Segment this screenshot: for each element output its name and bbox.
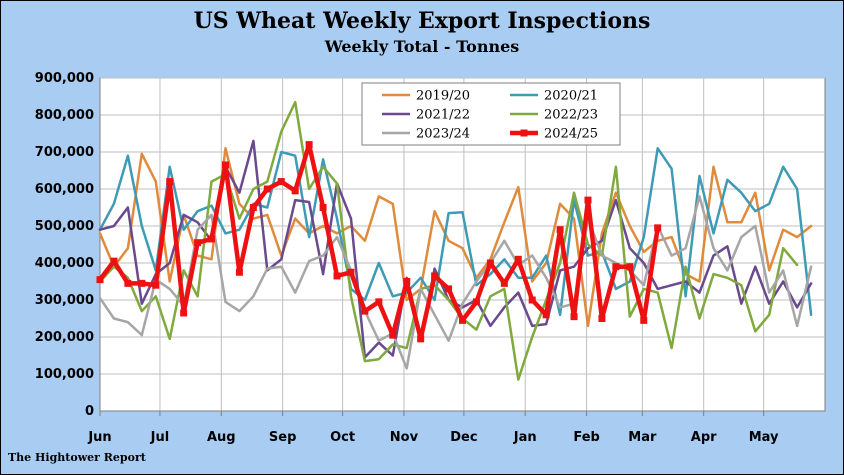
legend-label: 2021/22 bbox=[416, 108, 470, 123]
legend-label: 2020/21 bbox=[544, 89, 598, 104]
x-tick-label: Apr bbox=[691, 430, 717, 445]
data-point bbox=[640, 316, 648, 324]
legend-label: 2019/20 bbox=[416, 89, 470, 104]
data-point bbox=[375, 298, 383, 306]
data-point bbox=[570, 313, 578, 321]
x-tick-label: Oct bbox=[330, 430, 355, 445]
y-tick-label: 600,000 bbox=[35, 182, 94, 197]
data-point bbox=[626, 263, 634, 271]
y-tick-label: 0 bbox=[85, 404, 94, 419]
y-tick-label: 300,000 bbox=[35, 293, 94, 308]
x-tick-label: Jan bbox=[513, 430, 537, 445]
y-tick-label: 200,000 bbox=[35, 330, 94, 345]
y-tick-label: 900,000 bbox=[35, 71, 94, 86]
y-tick-label: 500,000 bbox=[35, 219, 94, 234]
chart-subtitle: Weekly Total - Tonnes bbox=[324, 37, 520, 56]
x-tick-label: Feb bbox=[573, 430, 599, 445]
data-point bbox=[528, 296, 536, 304]
data-point bbox=[180, 309, 188, 317]
y-tick-label: 100,000 bbox=[35, 367, 94, 382]
data-point bbox=[556, 226, 564, 234]
x-tick-label: Mar bbox=[628, 430, 657, 445]
x-tick-label: Jul bbox=[150, 430, 170, 445]
data-point bbox=[319, 204, 327, 211]
data-point bbox=[542, 311, 550, 319]
data-point bbox=[347, 268, 355, 276]
data-point bbox=[152, 281, 160, 289]
data-point bbox=[305, 141, 313, 149]
series-line bbox=[98, 195, 813, 370]
series-2022-23 bbox=[98, 100, 799, 381]
data-point bbox=[263, 185, 271, 193]
data-point bbox=[431, 272, 439, 280]
x-tick-label: Jun bbox=[87, 430, 111, 445]
data-point bbox=[584, 196, 592, 204]
series-line bbox=[98, 147, 813, 317]
series-2024-25 bbox=[96, 141, 662, 343]
data-point bbox=[124, 279, 132, 287]
series-2020-21 bbox=[98, 147, 813, 317]
x-tick-label: Aug bbox=[207, 430, 236, 445]
data-point bbox=[612, 263, 620, 271]
x-tick-label: Dec bbox=[450, 430, 477, 445]
data-point bbox=[291, 187, 299, 195]
series-line bbox=[98, 100, 799, 381]
chart-title: US Wheat Weekly Export Inspections bbox=[193, 8, 651, 34]
x-tick-label: Sep bbox=[269, 430, 297, 445]
data-point bbox=[277, 178, 285, 186]
x-tick-label: May bbox=[749, 430, 779, 445]
legend-marker bbox=[520, 129, 528, 137]
y-tick-label: 800,000 bbox=[35, 108, 94, 123]
data-point bbox=[654, 224, 662, 232]
series-2023-24 bbox=[98, 195, 813, 370]
data-point bbox=[417, 335, 425, 343]
legend-label: 2024/25 bbox=[544, 127, 598, 142]
data-point bbox=[221, 161, 229, 169]
y-tick-label: 700,000 bbox=[35, 145, 94, 160]
data-point bbox=[194, 239, 202, 247]
data-point bbox=[445, 285, 453, 293]
data-point bbox=[361, 307, 369, 315]
legend-label: 2022/23 bbox=[544, 108, 598, 123]
y-tick-label: 400,000 bbox=[35, 256, 94, 271]
data-point bbox=[500, 279, 508, 287]
data-point bbox=[389, 331, 397, 339]
data-point bbox=[486, 259, 494, 267]
data-point bbox=[403, 278, 411, 285]
data-point bbox=[235, 268, 243, 276]
data-point bbox=[96, 276, 104, 284]
x-tick-label: Nov bbox=[390, 430, 419, 445]
legend-label: 2023/24 bbox=[416, 127, 470, 142]
data-point bbox=[208, 235, 216, 243]
data-point bbox=[249, 204, 257, 211]
data-point bbox=[138, 279, 146, 287]
data-point bbox=[110, 257, 118, 265]
data-point bbox=[472, 298, 480, 306]
data-point bbox=[459, 316, 466, 324]
data-point bbox=[333, 272, 341, 280]
data-point bbox=[598, 315, 606, 322]
source-label: The Hightower Report bbox=[8, 451, 146, 464]
data-point bbox=[166, 178, 174, 186]
data-point bbox=[514, 255, 522, 263]
